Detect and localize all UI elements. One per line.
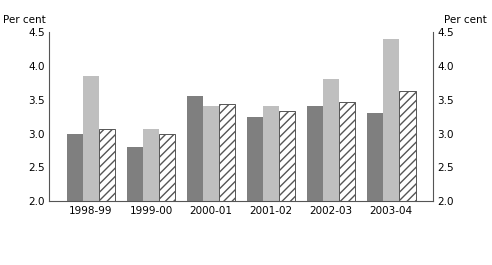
Bar xyxy=(83,76,99,265)
Bar xyxy=(323,79,339,265)
Bar xyxy=(127,147,143,265)
Bar xyxy=(99,129,115,265)
Bar xyxy=(203,107,219,265)
Bar xyxy=(367,113,383,265)
Text: Per cent: Per cent xyxy=(3,15,46,25)
Bar xyxy=(66,134,83,265)
Bar xyxy=(143,129,159,265)
Bar xyxy=(187,96,203,265)
Bar xyxy=(247,117,263,265)
Bar xyxy=(400,91,416,265)
Bar xyxy=(279,111,295,265)
Bar xyxy=(263,107,279,265)
Bar xyxy=(339,102,355,265)
Text: Per cent: Per cent xyxy=(444,15,487,25)
Legend: Private, Public, Total: Private, Public, Total xyxy=(151,261,331,265)
Bar xyxy=(307,107,323,265)
Bar xyxy=(383,39,400,265)
Bar xyxy=(159,134,175,265)
Bar xyxy=(219,104,235,265)
